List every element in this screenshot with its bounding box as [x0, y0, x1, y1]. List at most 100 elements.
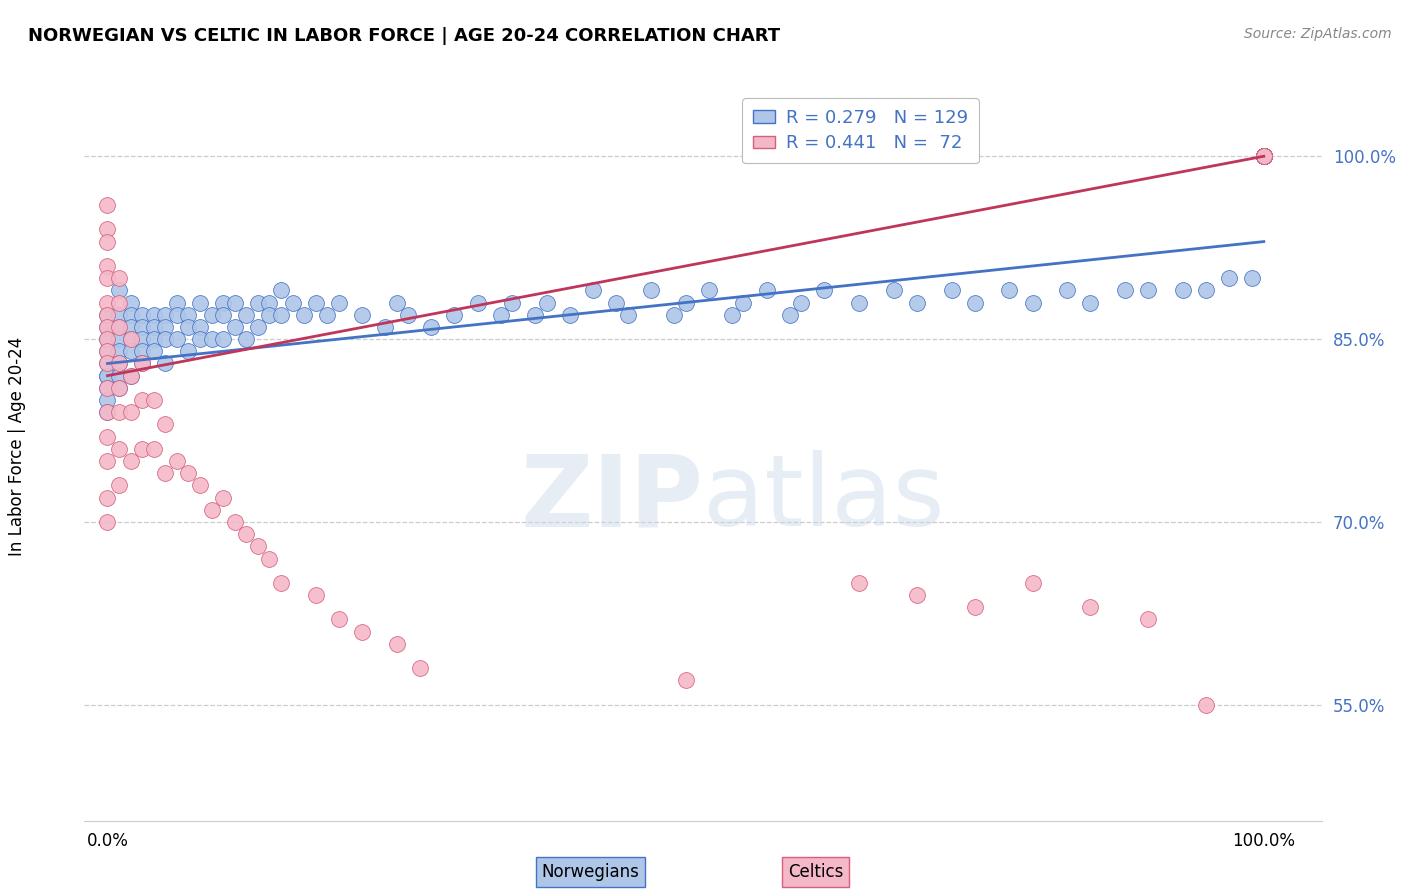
- Point: [536, 295, 558, 310]
- Point: [155, 466, 177, 480]
- Point: [1056, 284, 1078, 298]
- Point: [1253, 149, 1275, 163]
- Point: [120, 454, 142, 468]
- Point: [640, 284, 662, 298]
- Point: [292, 308, 315, 322]
- Point: [108, 356, 131, 371]
- Point: [1253, 149, 1275, 163]
- Point: [108, 319, 131, 334]
- Point: [1253, 149, 1275, 163]
- Point: [1253, 149, 1275, 163]
- Point: [108, 295, 131, 310]
- Point: [733, 295, 755, 310]
- Point: [697, 284, 720, 298]
- Point: [96, 332, 118, 346]
- Point: [200, 332, 222, 346]
- Point: [188, 319, 211, 334]
- Point: [108, 478, 131, 492]
- Point: [905, 588, 928, 602]
- Point: [1253, 149, 1275, 163]
- Point: [96, 454, 118, 468]
- Point: [582, 284, 605, 298]
- Point: [662, 308, 685, 322]
- Point: [281, 295, 304, 310]
- Point: [120, 405, 142, 419]
- Point: [848, 576, 870, 591]
- Point: [108, 381, 131, 395]
- Point: [1137, 613, 1160, 627]
- Point: [224, 295, 246, 310]
- Point: [131, 392, 153, 407]
- Point: [246, 539, 269, 553]
- Point: [605, 295, 627, 310]
- Point: [813, 284, 835, 298]
- Point: [1253, 149, 1275, 163]
- Point: [200, 308, 222, 322]
- Point: [1253, 149, 1275, 163]
- Point: [1253, 149, 1275, 163]
- Point: [675, 673, 697, 688]
- Text: Celtics: Celtics: [787, 863, 844, 881]
- Point: [270, 284, 292, 298]
- Point: [316, 308, 339, 322]
- Point: [177, 308, 200, 322]
- Point: [108, 271, 131, 285]
- Point: [1080, 600, 1102, 615]
- Point: [96, 430, 118, 444]
- Text: ZIP: ZIP: [520, 450, 703, 548]
- Point: [120, 368, 142, 383]
- Point: [96, 356, 118, 371]
- Point: [108, 308, 131, 322]
- Point: [1195, 284, 1218, 298]
- Point: [1253, 149, 1275, 163]
- Point: [96, 198, 118, 212]
- Point: [96, 259, 118, 273]
- Point: [489, 308, 512, 322]
- Point: [328, 295, 350, 310]
- Point: [270, 576, 292, 591]
- Point: [1253, 149, 1275, 163]
- Point: [188, 332, 211, 346]
- Point: [848, 295, 870, 310]
- Text: atlas: atlas: [703, 450, 945, 548]
- Point: [155, 356, 177, 371]
- Point: [721, 308, 744, 322]
- Point: [131, 344, 153, 359]
- Point: [155, 308, 177, 322]
- Point: [1253, 149, 1275, 163]
- Point: [755, 284, 778, 298]
- Legend: R = 0.279   N = 129, R = 0.441   N =  72: R = 0.279 N = 129, R = 0.441 N = 72: [742, 98, 979, 163]
- Point: [1253, 149, 1275, 163]
- Point: [1253, 149, 1275, 163]
- Point: [212, 491, 235, 505]
- Point: [235, 332, 257, 346]
- Point: [1080, 295, 1102, 310]
- Point: [108, 284, 131, 298]
- Point: [212, 295, 235, 310]
- Point: [1253, 149, 1275, 163]
- Point: [1253, 149, 1275, 163]
- Point: [96, 308, 118, 322]
- Point: [108, 319, 131, 334]
- Point: [96, 271, 118, 285]
- Point: [675, 295, 697, 310]
- Point: [235, 527, 257, 541]
- Point: [1253, 149, 1275, 163]
- Point: [385, 295, 408, 310]
- Point: [131, 356, 153, 371]
- Point: [224, 515, 246, 529]
- Point: [1253, 149, 1275, 163]
- Point: [1253, 149, 1275, 163]
- Point: [108, 344, 131, 359]
- Point: [224, 319, 246, 334]
- Point: [246, 295, 269, 310]
- Point: [1218, 271, 1240, 285]
- Point: [120, 344, 142, 359]
- Point: [142, 344, 165, 359]
- Point: [96, 381, 118, 395]
- Point: [1253, 149, 1275, 163]
- Point: [963, 295, 986, 310]
- Point: [1171, 284, 1194, 298]
- Point: [1253, 149, 1275, 163]
- Point: [96, 295, 118, 310]
